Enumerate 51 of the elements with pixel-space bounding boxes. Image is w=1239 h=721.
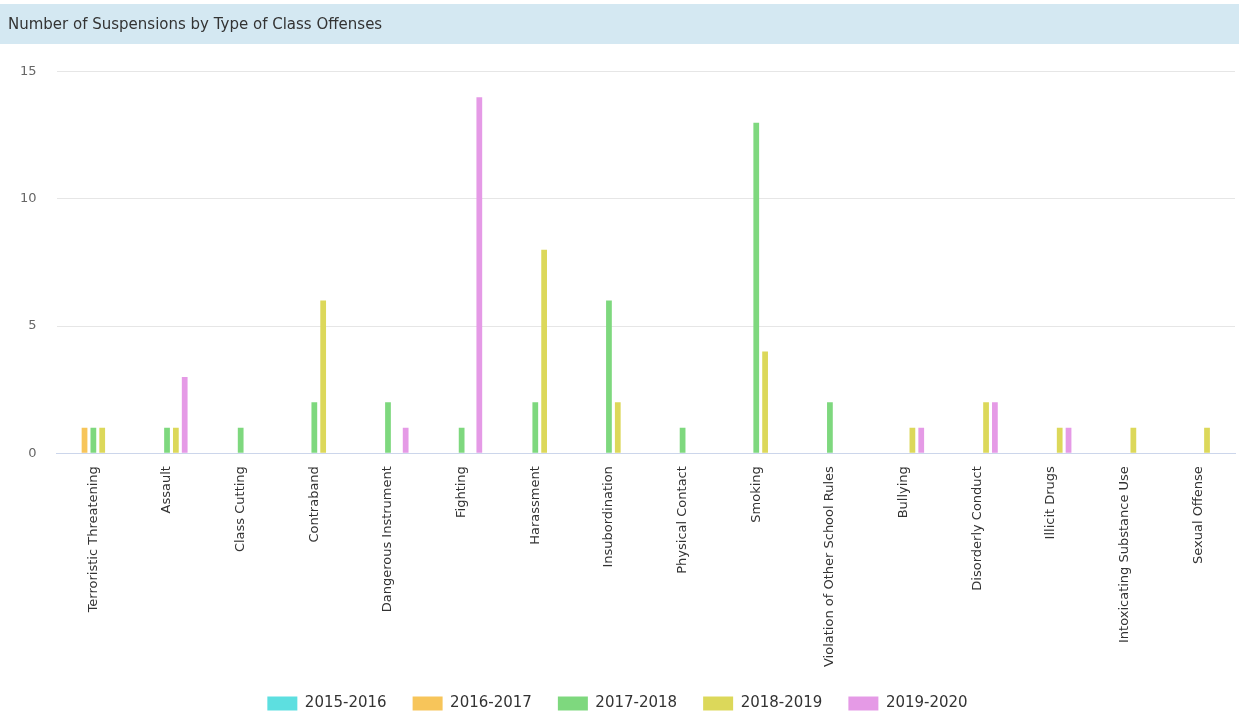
bar [237,427,244,453]
y-tick-label: 5 [28,317,37,333]
y-tick-label: 0 [28,444,37,460]
x-tick-label: Assault [158,466,174,514]
x-tick-label: Illicit Drugs [1042,465,1058,540]
legend-label: 2019-2020 [885,693,968,712]
bar [983,402,989,453]
y-tick-label: 15 [20,63,37,79]
bar [827,402,833,453]
x-tick-label: Class Cutting [232,466,248,553]
bar [992,402,998,453]
bar [402,427,409,453]
y-tick-label: 10 [20,190,37,206]
bar [164,427,170,453]
x-tick-label: Insubordination [600,466,616,568]
bar [1056,427,1063,453]
x-tick-label: Disorderly Conduct [968,466,984,591]
x-tick-label: Contraband [305,466,321,543]
x-tick-label: Smoking [747,466,763,523]
legend-label: 2017-2018 [595,693,678,712]
bar [762,351,768,453]
x-tick-label: Bullying [894,466,910,519]
x-tick-label: Dangerous Instrument [379,466,395,613]
chart-title: Number of Suspensions by Type of Class Offenses [0,4,1239,44]
x-tick-label: Terroristic Threatening [84,466,100,614]
x-tick-label: Physical Contact [673,466,689,574]
bar [311,402,318,453]
bar [385,402,391,453]
x-tick-label: Violation of Other School Rules [821,465,837,668]
bar [532,402,539,453]
bar [606,300,612,453]
legend-label: 2018-2019 [740,693,823,712]
bar [90,427,97,453]
bar [458,427,465,453]
legend-label: 2016-2017 [450,693,532,712]
bar [99,427,106,453]
x-tick-label: Harassment [526,466,542,545]
bar [918,427,925,453]
bar [1130,427,1137,453]
bar [181,376,188,453]
legend-label: 2015-2016 [304,693,387,712]
bar [476,97,483,453]
x-tick-label: Intoxicating Substance Use [1115,466,1131,644]
bar [320,300,327,453]
bar [541,249,547,453]
bar [172,427,179,453]
x-tick-label: Sexual Offense [1189,466,1205,565]
bar [753,122,760,453]
bar [614,402,621,453]
x-tick-label: Fighting [453,466,469,518]
bar [1204,427,1210,453]
